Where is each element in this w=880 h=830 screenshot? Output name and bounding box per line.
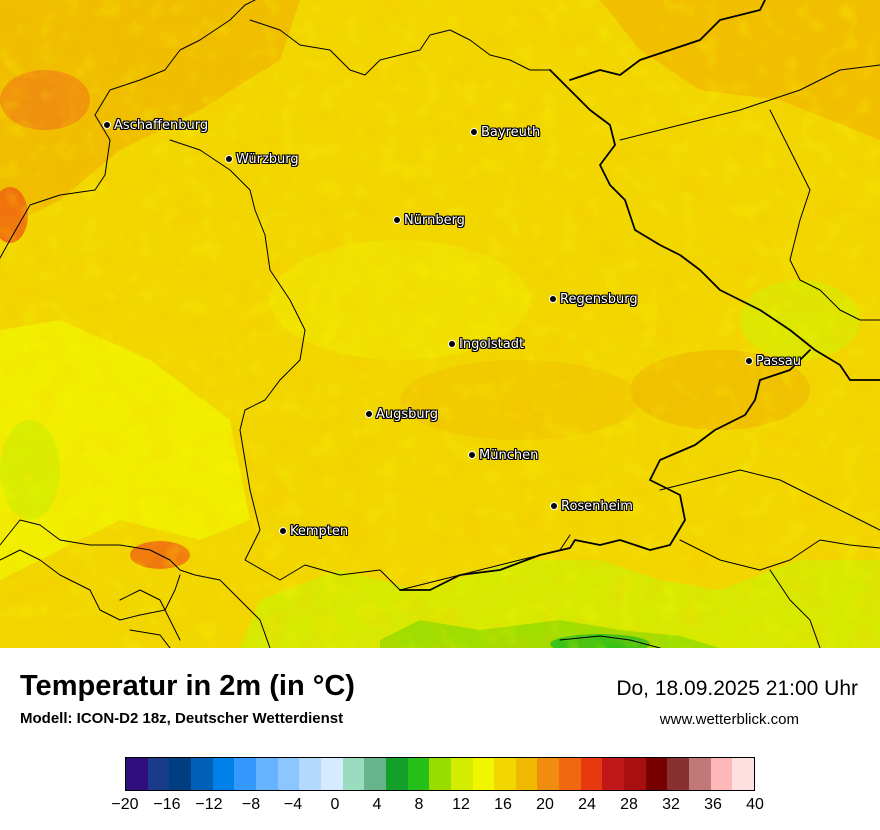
city-dot-icon [549,294,557,303]
legend-swatch [407,758,430,790]
city-dot-icon [550,501,558,510]
legend-swatch [169,758,191,790]
color-legend [125,757,755,791]
city-label: Ingolstadt [448,337,524,352]
legend-tick-label: 12 [452,796,470,813]
city-label: Aschaffenburg [103,118,208,133]
lake-constance-border [0,519,271,648]
legend-swatch [602,758,625,790]
legend-swatch [234,758,256,790]
city-label: Kempten [279,524,348,539]
legend-swatch [645,758,668,790]
legend-swatch [667,758,690,790]
city-label: Passau [745,354,801,369]
legend-tick-label: 36 [704,796,722,813]
city-dot-icon [225,154,233,163]
city-dot-icon [393,215,401,224]
legend-swatch [732,758,755,790]
legend-swatch [450,758,473,790]
legend-tick-label: 24 [578,796,596,813]
legend-tick-label: 4 [372,796,382,813]
legend-tick-label: −8 [241,796,261,813]
forecast-datetime: Do, 18.09.2025 21:00 Uhr [616,677,858,700]
legend-swatch [277,758,300,790]
city-label: Regensburg [549,292,638,307]
legend-tick-label: 40 [746,796,764,813]
legend-swatch [320,758,343,790]
legend-swatch [126,758,148,790]
city-label: München [468,448,538,463]
legend-swatch [364,758,386,790]
texture-cool [0,0,880,648]
city-dot-icon [103,120,111,129]
legend-swatch [255,758,278,790]
city-dot-icon [448,339,456,348]
legend-tick-label: 16 [494,796,512,813]
switzerland-border [0,549,181,648]
legend-tick-label: −4 [283,796,303,813]
legend-swatch [580,758,603,790]
legend-swatch [342,758,365,790]
austria-interior-border [559,469,880,648]
legend-swatch [710,758,733,790]
legend-tick-label: 32 [662,796,680,813]
legend-swatch [147,758,170,790]
legend-swatch [689,758,711,790]
legend-swatch [624,758,646,790]
legend-swatch [385,758,408,790]
city-label: Bayreuth [470,125,540,140]
city-label: Rosenheim [550,499,633,514]
city-dot-icon [468,450,476,459]
city-dot-icon [745,356,753,365]
legend-swatch [429,758,451,790]
legend-tick-label: 28 [620,796,638,813]
borders [0,0,880,648]
germany-austria-border [399,349,811,591]
legend-tick-label: 8 [414,796,424,813]
czech-interior-border [619,64,880,321]
website-link[interactable]: www.wetterblick.com [659,711,799,728]
city-label: Würzburg [225,152,299,167]
legend-tick-label: −12 [195,796,223,813]
model-info: Modell: ICON-D2 18z, Deutscher Wetterdie… [20,710,344,727]
city-dot-icon [279,526,287,535]
city-dot-icon [365,409,373,418]
legend-tick-label: −20 [111,796,139,813]
city-dot-icon [470,127,478,136]
legend-swatch [559,758,581,790]
germany-czech-border [549,69,880,381]
legend-tick-label: −16 [153,796,181,813]
legend-tick-label: 20 [536,796,554,813]
legend-swatch [472,758,495,790]
city-label: Augsburg [365,407,438,422]
legend-swatch [515,758,538,790]
map-title: Temperatur in 2m (in °C) [20,670,355,702]
legend-swatch [190,758,213,790]
legend-swatch [299,758,321,790]
city-label: Nürnberg [393,213,465,228]
legend-tick-label: 0 [330,796,340,813]
bavaria-border [0,0,571,591]
legend-swatch [212,758,235,790]
northeast-border [569,0,766,81]
legend-swatch [494,758,516,790]
legend-swatch [537,758,560,790]
legend-ticks: −20 −16 −12 −8 −4 0 4 8 12 16 20 24 28 32 36 40 [111,796,763,816]
temperature-map [0,0,880,648]
